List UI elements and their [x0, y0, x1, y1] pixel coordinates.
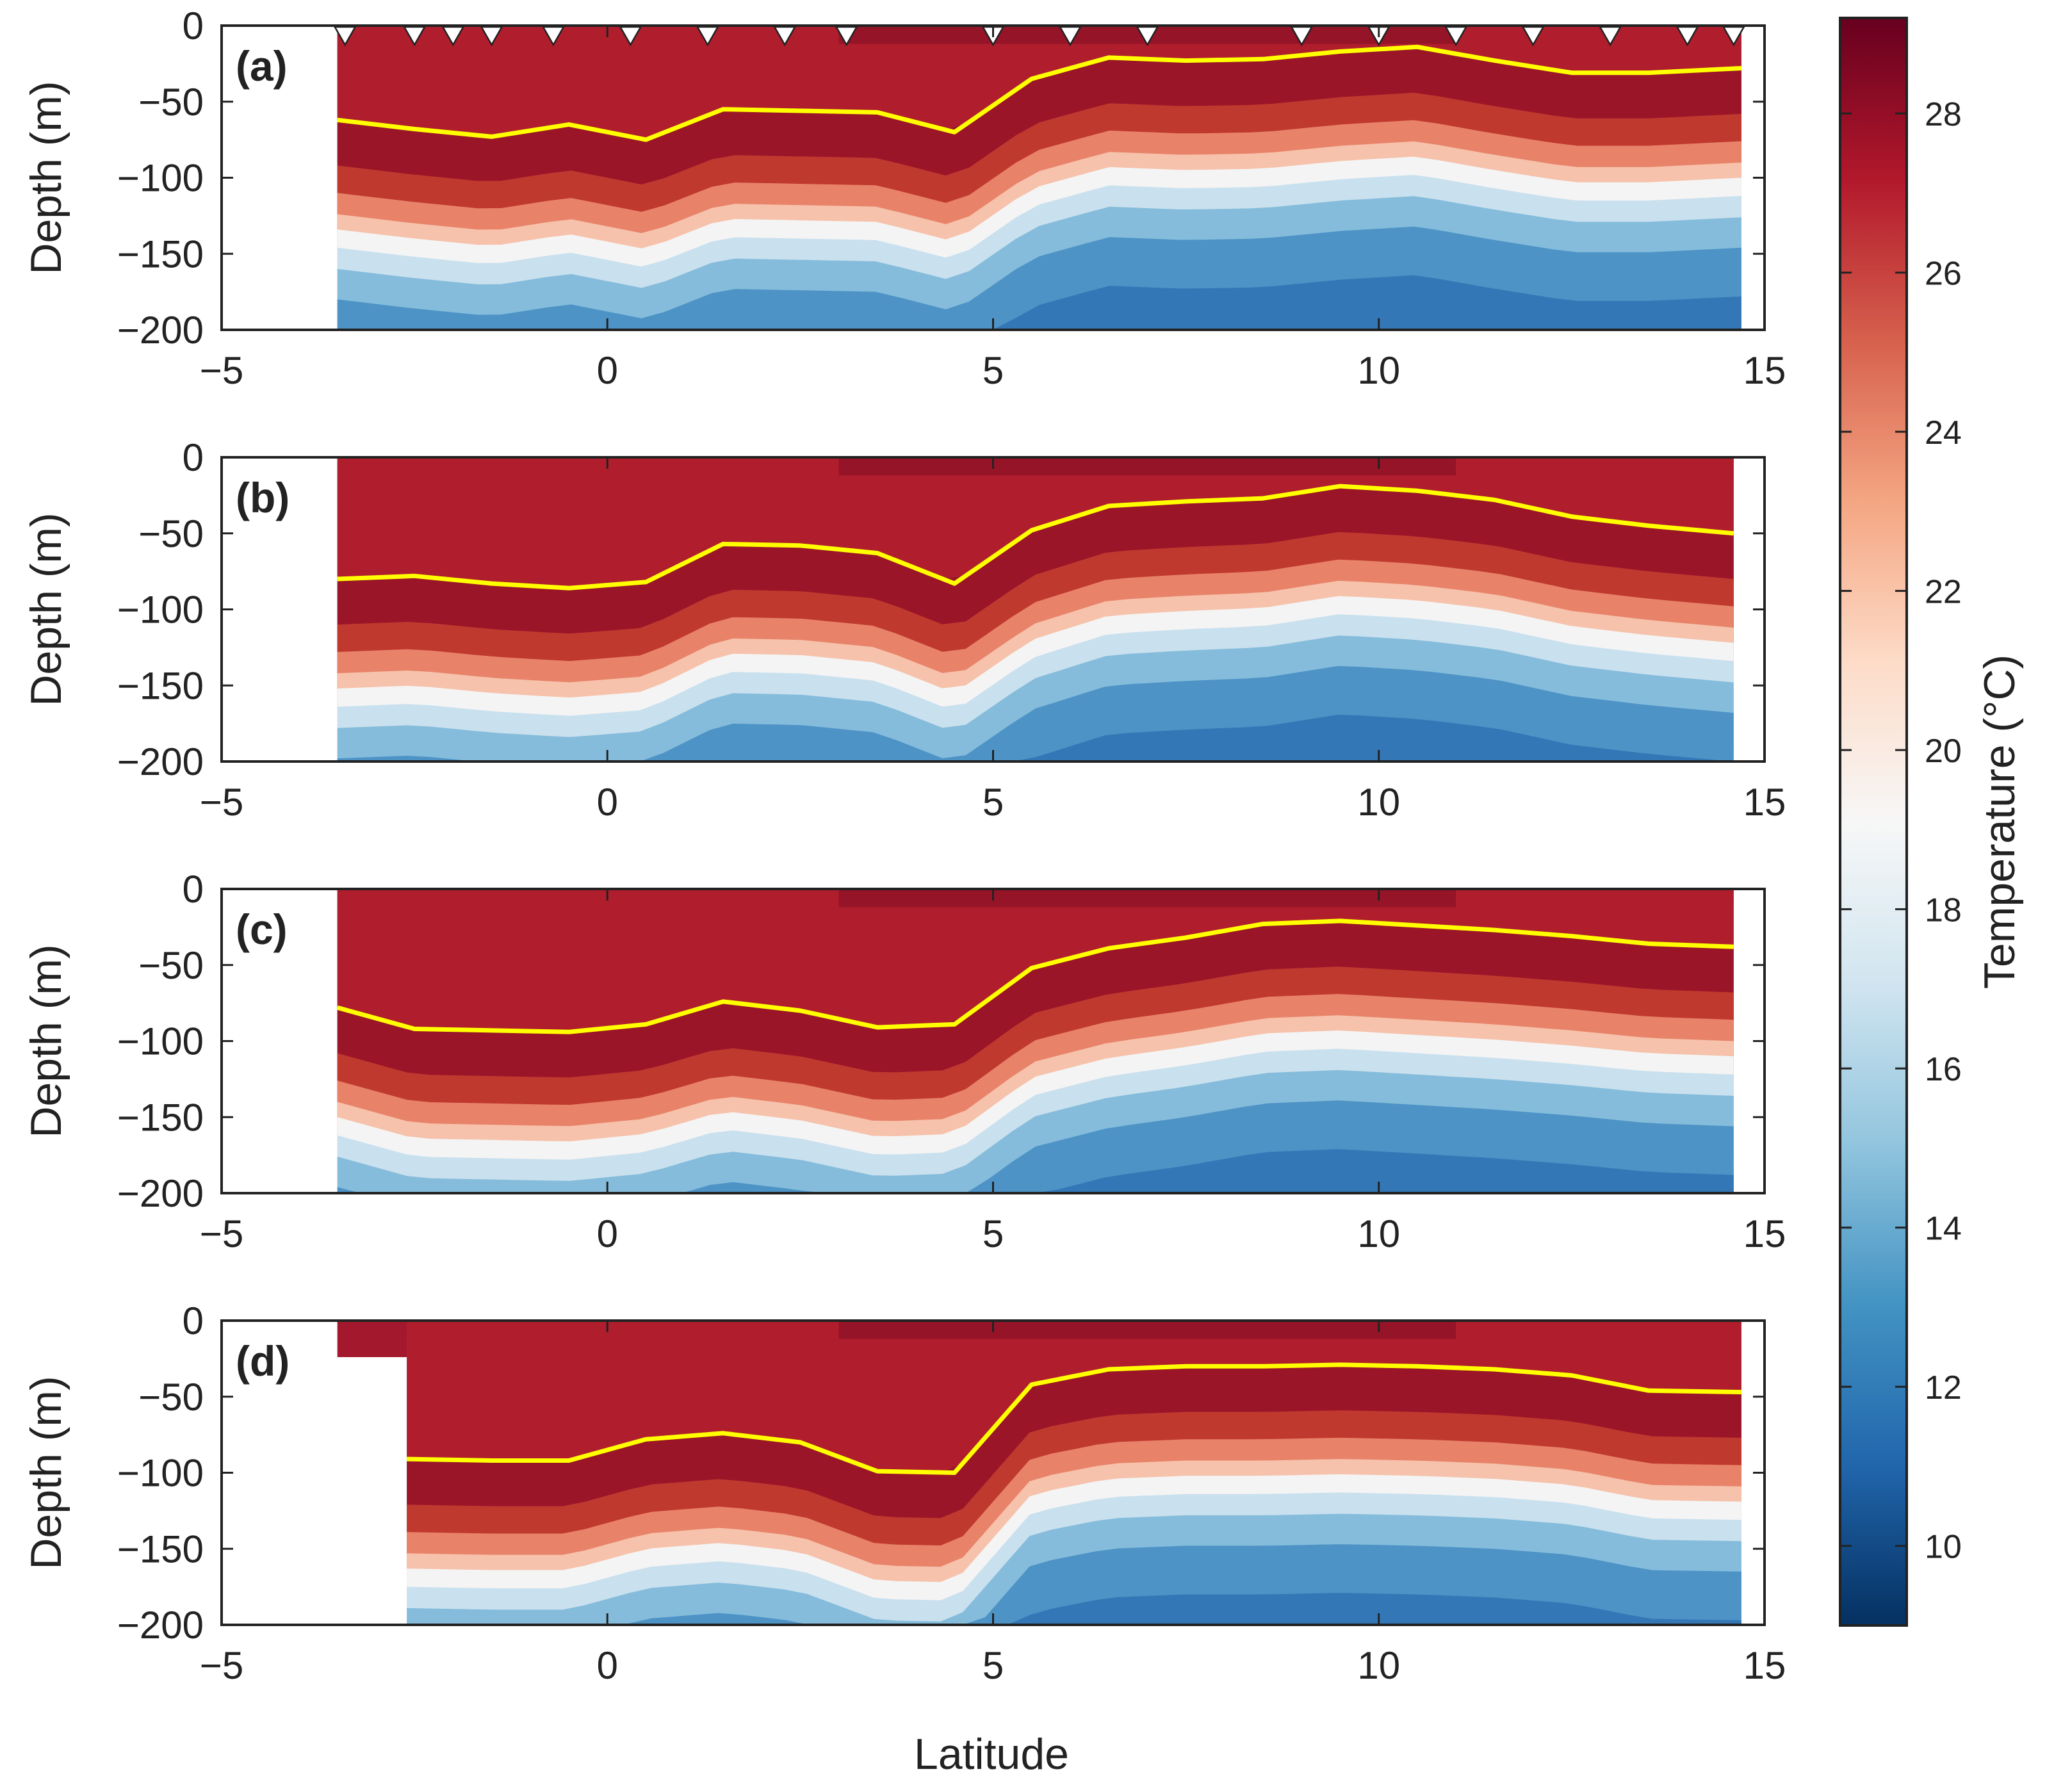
x-tick-label: 15 — [1743, 1212, 1786, 1255]
y-axis-title: Depth (m) — [22, 512, 70, 706]
colorbar-tick-label: 28 — [1925, 96, 1962, 133]
plot-area — [337, 1321, 1741, 1625]
x-tick-label: 10 — [1357, 1644, 1400, 1687]
temperature-band — [337, 1149, 1734, 1193]
plot-area — [333, 26, 1745, 330]
mixed-layer-depth-line — [337, 44, 1742, 142]
y-tick-label: −150 — [117, 664, 204, 707]
y-axis-title: Depth (m) — [22, 81, 70, 274]
x-axis-title: Latitude — [914, 1730, 1069, 1779]
x-tick-label: 5 — [983, 781, 1004, 824]
x-tick-label: 0 — [597, 781, 618, 824]
warm-surface-layer — [337, 457, 1734, 589]
warm-surface-layer — [337, 26, 1741, 139]
y-tick-label: 0 — [183, 1299, 204, 1342]
y-tick-label: −100 — [117, 589, 204, 631]
y-tick-label: −50 — [138, 1376, 204, 1419]
colorbar-tick-label: 18 — [1925, 892, 1962, 929]
temperature-band — [337, 714, 1734, 762]
colorbar-tick-label: 22 — [1925, 574, 1962, 611]
colorbar-tick-label: 24 — [1925, 414, 1962, 452]
y-tick-label: 0 — [183, 436, 204, 479]
x-tick-label: 5 — [983, 1644, 1004, 1687]
panel-label: (a) — [236, 42, 288, 90]
y-tick-label: −200 — [117, 1604, 204, 1647]
y-tick-label: −150 — [117, 232, 204, 275]
panel-label: (b) — [236, 474, 289, 521]
y-tick-label: −100 — [117, 157, 204, 200]
colorbar-tick-label: 16 — [1925, 1051, 1962, 1088]
x-tick-label: 5 — [983, 1212, 1004, 1255]
x-tick-label: 15 — [1743, 1644, 1786, 1687]
warm-surface-layer — [337, 889, 1734, 1032]
x-tick-label: 15 — [1743, 349, 1786, 392]
y-tick-label: 0 — [183, 4, 204, 47]
panel-label: (d) — [236, 1337, 289, 1385]
y-tick-label: −200 — [117, 309, 204, 352]
notch-warm-strip — [337, 1321, 407, 1357]
colorbar-label: Temperature (°C) — [1975, 655, 2024, 989]
x-tick-label: −5 — [200, 781, 243, 824]
temperature-band — [407, 1593, 1741, 1625]
warm-core — [838, 889, 1456, 908]
plot-area — [337, 457, 1734, 762]
plot-area — [336, 889, 1734, 1193]
y-tick-label: −200 — [117, 740, 204, 783]
y-tick-label: −100 — [117, 1020, 204, 1063]
warm-core — [838, 457, 1456, 476]
x-tick-label: 10 — [1357, 1212, 1400, 1255]
panel-label: (c) — [236, 906, 288, 953]
x-tick-label: −5 — [200, 1212, 243, 1255]
x-tick-label: −5 — [200, 349, 243, 392]
x-tick-label: 0 — [597, 349, 618, 392]
no-data-notch — [337, 1357, 407, 1625]
colorbar-tick-label: 14 — [1925, 1210, 1962, 1248]
y-tick-label: 0 — [183, 868, 204, 911]
warm-core — [838, 1321, 1456, 1339]
y-tick-label: −150 — [117, 1527, 204, 1570]
x-tick-label: −5 — [200, 1644, 243, 1687]
colorbar-tick-label: 12 — [1925, 1369, 1962, 1406]
y-tick-label: −200 — [117, 1172, 204, 1215]
x-tick-label: 15 — [1743, 781, 1786, 824]
y-tick-label: −50 — [138, 81, 204, 124]
y-tick-label: −50 — [138, 512, 204, 555]
y-tick-label: −150 — [117, 1096, 204, 1139]
y-tick-label: −100 — [117, 1452, 204, 1495]
colorbar-gradient — [1839, 17, 1908, 1627]
colorbar-tick-label: 20 — [1925, 733, 1962, 770]
mixed-layer-depth-line — [336, 918, 1734, 1034]
x-tick-label: 10 — [1357, 349, 1400, 392]
mixed-layer-depth-line — [407, 1362, 1741, 1475]
x-tick-label: 0 — [597, 1644, 618, 1687]
y-axis-title: Depth (m) — [22, 1376, 70, 1569]
colorbar: 10 12 14 16 18 20 22 24 26 28 Temperature (°C) — [1839, 17, 2024, 1627]
mixed-layer-depth-line — [337, 484, 1734, 591]
x-tick-label: 10 — [1357, 781, 1400, 824]
temperature-band — [337, 275, 1741, 330]
colorbar-tick-label: 26 — [1925, 256, 1962, 293]
colorbar-ticks: 10 12 14 16 18 20 22 24 26 28 — [1840, 96, 1962, 1566]
x-tick-label: 0 — [597, 1212, 618, 1255]
y-tick-label: −50 — [138, 944, 204, 987]
colorbar-tick-label: 10 — [1925, 1529, 1962, 1566]
y-axis-title: Depth (m) — [22, 944, 70, 1137]
x-tick-label: 5 — [983, 349, 1004, 392]
